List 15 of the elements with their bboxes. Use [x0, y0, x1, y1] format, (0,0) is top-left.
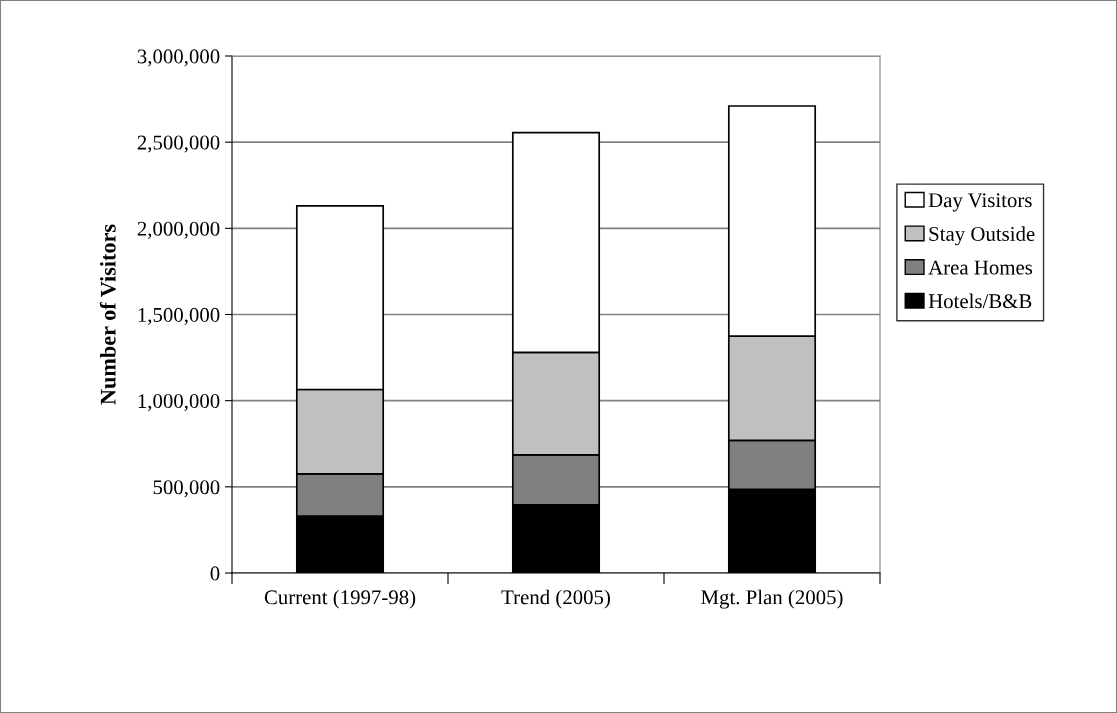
- y-tick-label: 500,000: [153, 480, 220, 498]
- x-tick-label: Mgt. Plan (2005): [701, 589, 843, 609]
- y-tick-label: 2,500,000: [137, 135, 220, 153]
- y-tick-label: 2,000,000: [137, 221, 220, 239]
- legend-label: Day Visitors: [928, 193, 1032, 212]
- legend-label: Hotels/B&B: [928, 293, 1032, 309]
- legend-label: Area Homes: [928, 260, 1033, 275]
- y-tick-label: 0: [210, 566, 220, 581]
- x-tick-label: Current (1997-98): [264, 589, 416, 609]
- legend-label: Stay Outside: [929, 226, 1035, 246]
- x-tick-label: Trend (2005): [501, 589, 610, 609]
- y-axis-title: Number of Visitors: [99, 224, 116, 405]
- y-tick-label: 1,000,000: [138, 394, 220, 412]
- y-tick-label: 3,000,000: [137, 49, 220, 67]
- y-tick-label: 1,500,000: [138, 307, 220, 325]
